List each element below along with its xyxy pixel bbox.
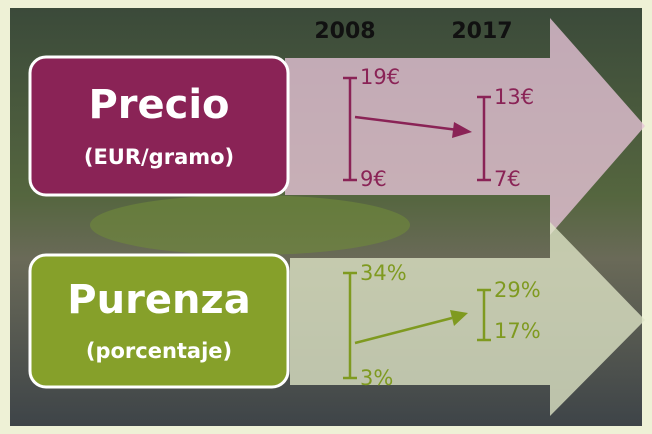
value-label: 17% (494, 319, 541, 343)
range-bars (343, 76, 491, 182)
row-label: Precio (88, 82, 229, 128)
value-label: 29% (494, 278, 541, 302)
row-label: Purenza (67, 277, 250, 323)
foliage (90, 195, 410, 255)
arrow-band (290, 222, 645, 416)
year-label: 2017 (451, 19, 512, 44)
trend-arrowhead (450, 310, 468, 326)
value-label: 19€ (360, 65, 400, 89)
value-label: 13€ (494, 85, 534, 109)
label-box (28, 253, 290, 389)
label-box (28, 55, 290, 197)
year-label: 2008 (314, 19, 375, 44)
row-sublabel: (porcentaje) (86, 339, 232, 363)
trend-arrowhead (452, 122, 472, 138)
arrow-band (285, 18, 645, 235)
row-sublabel: (EUR/gramo) (84, 145, 234, 169)
value-label: 9€ (360, 167, 387, 191)
value-label: 34% (360, 261, 407, 285)
value-label: 3% (360, 366, 393, 390)
value-label: 7€ (494, 167, 521, 191)
range-bars (343, 271, 491, 380)
